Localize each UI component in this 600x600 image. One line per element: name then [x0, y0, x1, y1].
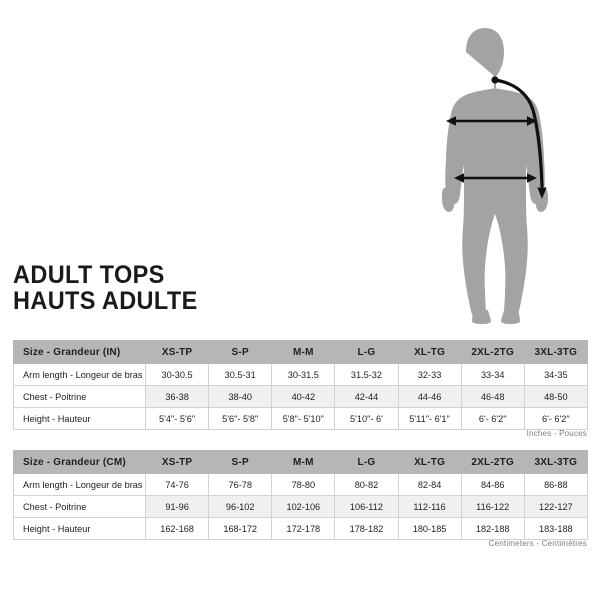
chest-width-arrow-icon [446, 116, 537, 126]
cell: 180-185 [397, 517, 462, 540]
column-header-2xl: 2XL-2TG [460, 340, 525, 364]
page-title-line1: ADULT TOPS [13, 261, 165, 289]
row-label-chest: Chest - Poitrine [13, 385, 146, 408]
cell: 74-76 [144, 473, 210, 496]
header-size-label: Size - Grandeur (CM) [13, 450, 146, 474]
column-header-xl: XL-TG [397, 450, 462, 474]
cell: 76-78 [208, 473, 273, 496]
header-unit-text: (IN) [102, 346, 121, 358]
column-header-s: S-P [208, 340, 273, 364]
table-row: Chest - Poitrine 36-38 38-40 40-42 42-44… [13, 385, 588, 408]
size-chart-table-centimeters: Size - Grandeur (CM) XS-TP S-P M-M L-G X… [13, 450, 588, 540]
column-header-xs: XS-TP [144, 450, 210, 474]
cell: 33-34 [460, 363, 525, 386]
cell: 44-46 [397, 385, 462, 408]
cell: 5'6"- 5'8" [208, 407, 273, 430]
body-measurement-illustration [400, 18, 600, 328]
table-row: Chest - Poitrine 91-96 96-102 102-106 10… [13, 495, 588, 518]
cell: 122-127 [523, 495, 588, 518]
hip-width-arrow-icon [454, 173, 537, 183]
cell: 96-102 [208, 495, 273, 518]
cell: 80-82 [334, 473, 399, 496]
table-header-row: Size - Grandeur (CM) XS-TP S-P M-M L-G X… [13, 450, 588, 474]
column-header-l: L-G [334, 340, 399, 364]
page-title-line2: HAUTS ADULTE [13, 287, 198, 315]
row-label-arm-length: Arm length - Longeur de bras [13, 363, 146, 386]
cell: 182-188 [460, 517, 525, 540]
cell: 106-112 [334, 495, 399, 518]
cell: 172-178 [271, 517, 336, 540]
cell: 38-40 [208, 385, 273, 408]
cell: 46-48 [460, 385, 525, 408]
header-size-label: Size - Grandeur (IN) [13, 340, 146, 364]
page-title: ADULT TOPS HAUTS ADULTE [13, 262, 433, 314]
cell: 78-80 [271, 473, 336, 496]
cell: 168-172 [208, 517, 273, 540]
cell: 86-88 [523, 473, 588, 496]
table-row: Arm length - Longeur de bras 30-30.5 30.… [13, 363, 588, 386]
table-row: Height - Hauteur 5'4"- 5'6" 5'6"- 5'8" 5… [13, 407, 588, 430]
arm-length-curve-icon [491, 76, 547, 199]
column-header-l: L-G [334, 450, 399, 474]
column-header-xl: XL-TG [397, 340, 462, 364]
cell: 116-122 [460, 495, 525, 518]
footnote-centimeters: Centimeters - Centimètres [488, 539, 587, 548]
footnote-inches: Inches - Pouces [526, 429, 587, 438]
table-header-row: Size - Grandeur (IN) XS-TP S-P M-M L-G X… [13, 340, 588, 364]
cell: 162-168 [144, 517, 210, 540]
cell: 36-38 [144, 385, 210, 408]
cell: 5'8"- 5'10" [271, 407, 336, 430]
size-chart-table-inches: Size - Grandeur (IN) XS-TP S-P M-M L-G X… [13, 340, 588, 430]
cell: 82-84 [397, 473, 462, 496]
column-header-s: S-P [208, 450, 273, 474]
cell: 84-86 [460, 473, 525, 496]
header-unit-text: (CM) [102, 456, 126, 468]
cell: 6'- 6'2" [460, 407, 525, 430]
cell: 178-182 [334, 517, 399, 540]
cell: 31.5-32 [334, 363, 399, 386]
cell: 112-116 [397, 495, 462, 518]
cell: 42-44 [334, 385, 399, 408]
row-label-arm-length: Arm length - Longeur de bras [13, 473, 146, 496]
column-header-3xl: 3XL-3TG [523, 450, 588, 474]
cell: 48-50 [523, 385, 588, 408]
cell: 102-106 [271, 495, 336, 518]
cell: 40-42 [271, 385, 336, 408]
table-row: Arm length - Longeur de bras 74-76 76-78… [13, 473, 588, 496]
cell: 91-96 [144, 495, 210, 518]
column-header-m: M-M [271, 450, 336, 474]
cell: 30-31.5 [271, 363, 336, 386]
column-header-m: M-M [271, 340, 336, 364]
male-silhouette-icon [442, 28, 548, 324]
cell: 34-35 [523, 363, 588, 386]
row-label-height: Height - Hauteur [13, 407, 146, 430]
header-size-text: Size - Grandeur [23, 346, 100, 358]
column-header-2xl: 2XL-2TG [460, 450, 525, 474]
table-row: Height - Hauteur 162-168 168-172 172-178… [13, 517, 588, 540]
column-header-xs: XS-TP [144, 340, 210, 364]
cell: 30-30.5 [144, 363, 210, 386]
cell: 183-188 [523, 517, 588, 540]
column-header-3xl: 3XL-3TG [523, 340, 588, 364]
row-label-chest: Chest - Poitrine [13, 495, 146, 518]
cell: 6'- 6'2" [523, 407, 588, 430]
cell: 32-33 [397, 363, 462, 386]
header-size-text: Size - Grandeur [23, 456, 100, 468]
cell: 5'10"- 6' [334, 407, 399, 430]
row-label-height: Height - Hauteur [13, 517, 146, 540]
cell: 30.5-31 [208, 363, 273, 386]
cell: 5'11"- 6'1" [397, 407, 462, 430]
cell: 5'4"- 5'6" [144, 407, 210, 430]
